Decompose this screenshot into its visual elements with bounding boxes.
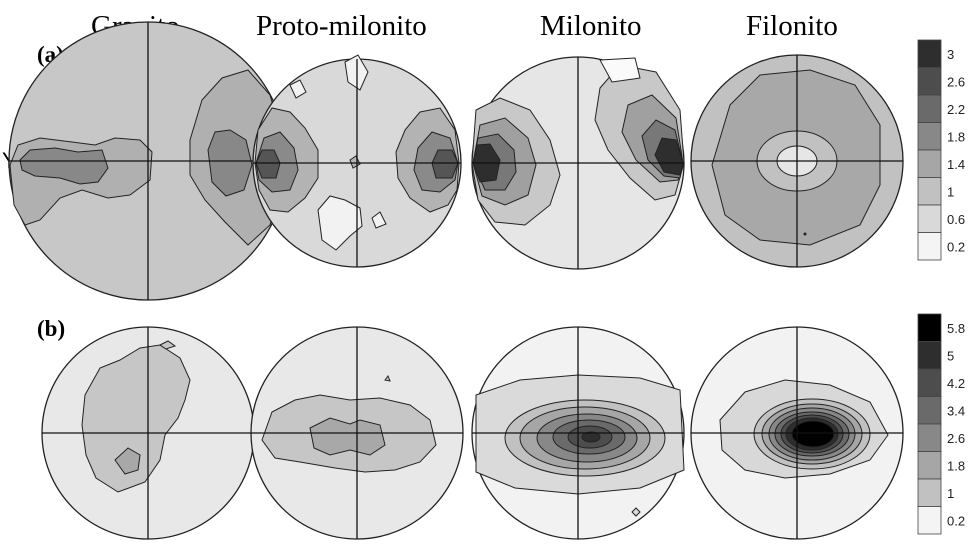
legend-b-swatch-2 [918, 369, 941, 397]
legend-a-tick-label: 1.8 [947, 129, 965, 144]
stereonet-b-filonito [691, 327, 903, 539]
legend-b: 5.8 5 4.2 3.4 2.6 1.8 1 0.2 [918, 314, 965, 534]
legend-a-tick-label: 2.2 [947, 102, 965, 117]
stereonet-a-milonito [472, 57, 684, 269]
legend-a: 3 2.6 2.2 1.8 1.4 1 0.6 0.2 [918, 40, 965, 260]
stereonet-a-filonito [691, 55, 903, 267]
legend-a-swatch-0 [918, 40, 941, 68]
legend-a-swatch-5 [918, 178, 941, 206]
legend-b-tick-label: 1 [947, 486, 954, 501]
legend-b-swatch-1 [918, 342, 941, 370]
legend-b-tick-label: 2.6 [947, 431, 965, 446]
legend-b-tick-label: 5 [947, 348, 954, 363]
legend-b-tick-label: 1.8 [947, 458, 965, 473]
legend-b-swatch-0 [918, 314, 941, 342]
stereonet-a-granito [9, 22, 287, 300]
legend-a-tick-label: 0.2 [947, 239, 965, 254]
legend-b-tick-label: 4.2 [947, 376, 965, 391]
legend-a-tick-label: 3 [947, 47, 954, 62]
legend-b-swatch-4 [918, 424, 941, 452]
legend-a-swatch-4 [918, 150, 941, 178]
legend-a-tick-label: 2.6 [947, 74, 965, 89]
legend-a-swatch-2 [918, 95, 941, 123]
legend-a-tick-label: 1 [947, 184, 954, 199]
legend-b-swatch-7 [918, 507, 941, 535]
stereonet-b-proto-milonito [251, 327, 463, 539]
legend-b-swatch-6 [918, 479, 941, 507]
legend-b-swatch-3 [918, 397, 941, 425]
stereonet-b-granito [42, 327, 254, 539]
legend-b-tick-label: 5.8 [947, 321, 965, 336]
legend-a-swatch-6 [918, 205, 941, 233]
stereonet-a-proto-milonito [253, 55, 461, 267]
legend-a-tick-label: 0.6 [947, 212, 965, 227]
legend-a-swatch-7 [918, 233, 941, 261]
legend-a-swatch-3 [918, 123, 941, 151]
legend-a-tick-label: 1.4 [947, 157, 965, 172]
legend-b-swatch-5 [918, 452, 941, 480]
stereonet-b-milonito [472, 327, 684, 539]
legend-b-tick-label: 0.2 [947, 513, 965, 528]
legend-b-tick-label: 3.4 [947, 403, 965, 418]
legend-a-swatch-1 [918, 68, 941, 96]
